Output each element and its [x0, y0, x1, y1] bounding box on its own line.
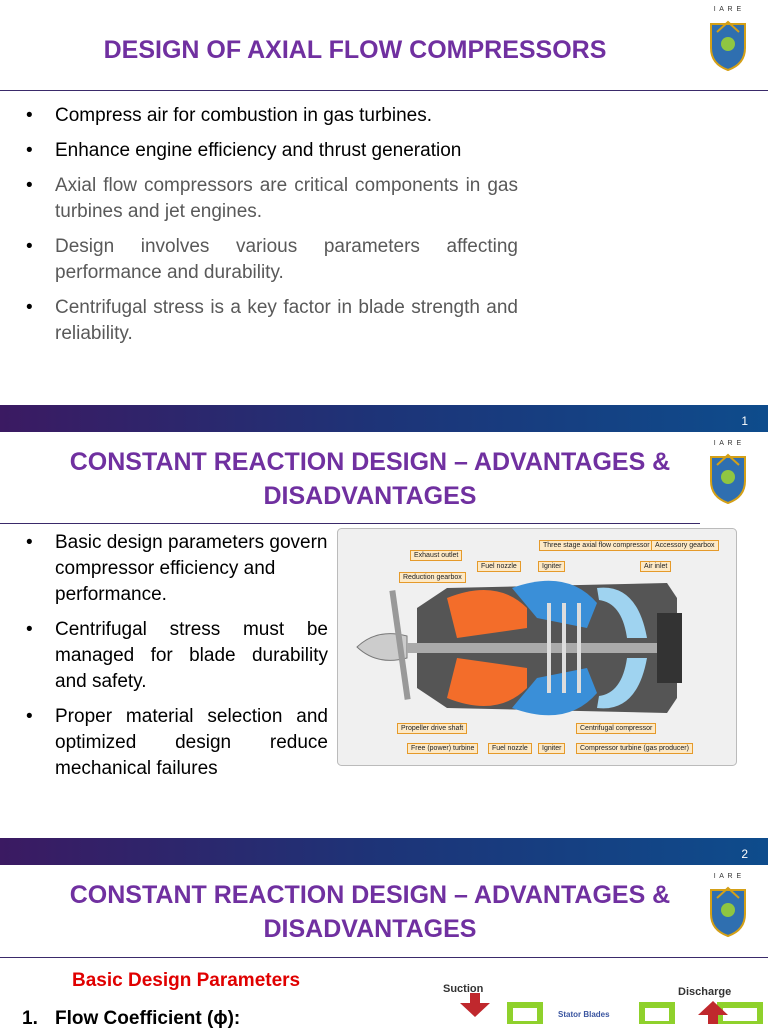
bullet-list: Compress air for combustion in gas turbi… — [22, 103, 518, 356]
figure-label: Accessory gearbox — [651, 540, 719, 551]
rule — [0, 90, 768, 91]
slide-title: DESIGN OF AXIAL FLOW COMPRESSORS — [103, 36, 607, 64]
logo-text: I A R E — [713, 6, 743, 13]
figure-label: Igniter — [538, 561, 566, 572]
logo-text: I A R E — [713, 440, 743, 447]
bullet-list: Basic design parameters govern compresso… — [22, 530, 328, 791]
engine-diagram — [337, 528, 737, 766]
rule — [0, 957, 768, 958]
figure-label: Stator Blades — [558, 1010, 610, 1019]
figure-label: Fuel nozzle — [477, 561, 521, 572]
slide-title: CONSTANT REACTION DESIGN – ADVANTAGES & … — [69, 881, 671, 943]
figure-label: Compressor turbine (gas producer) — [576, 743, 693, 754]
figure-label: Three stage axial flow compressor — [539, 540, 654, 551]
logo-text: I A R E — [713, 873, 743, 880]
list-number: 1. — [22, 1008, 38, 1029]
bullet: Axial flow compressors are critical comp… — [22, 173, 518, 225]
figure-label: Suction — [443, 983, 484, 995]
figure-label: Free (power) turbine — [407, 743, 479, 754]
footer-bar — [0, 838, 768, 865]
bullet: Centrifugal stress must be managed for b… — [22, 617, 328, 695]
page-number: 1 — [741, 414, 748, 428]
bullet: Proper material selection and optimized … — [22, 704, 328, 782]
bullet: Basic design parameters govern compresso… — [22, 530, 328, 608]
figure-label: Exhaust outlet — [410, 550, 463, 561]
bullet: Enhance engine efficiency and thrust gen… — [22, 138, 518, 164]
rule — [0, 523, 700, 524]
logo — [710, 453, 746, 505]
bullet: Design involves various parameters affec… — [22, 234, 518, 286]
list-item: Flow Coefficient (ϕ): — [55, 1008, 241, 1029]
blade-diagram — [460, 993, 763, 1024]
figure-label: Centrifugal compressor — [576, 723, 657, 734]
page-number: 2 — [741, 847, 748, 861]
figure-label: Reduction gearbox — [399, 572, 466, 583]
bullet: Centrifugal stress is a key factor in bl… — [22, 295, 518, 347]
footer-bar — [0, 405, 768, 432]
logo — [710, 886, 746, 938]
slide-title: CONSTANT REACTION DESIGN – ADVANTAGES & … — [69, 448, 671, 510]
figure-label: Fuel nozzle — [488, 743, 532, 754]
figure-label: Igniter — [538, 743, 566, 754]
section-heading: Basic Design Parameters — [72, 970, 301, 991]
logo — [710, 20, 746, 72]
figure-label: Air inlet — [640, 561, 672, 572]
figure-label: Propeller drive shaft — [397, 723, 468, 734]
bullet: Compress air for combustion in gas turbi… — [22, 103, 518, 129]
figure-label: Discharge — [678, 986, 732, 998]
